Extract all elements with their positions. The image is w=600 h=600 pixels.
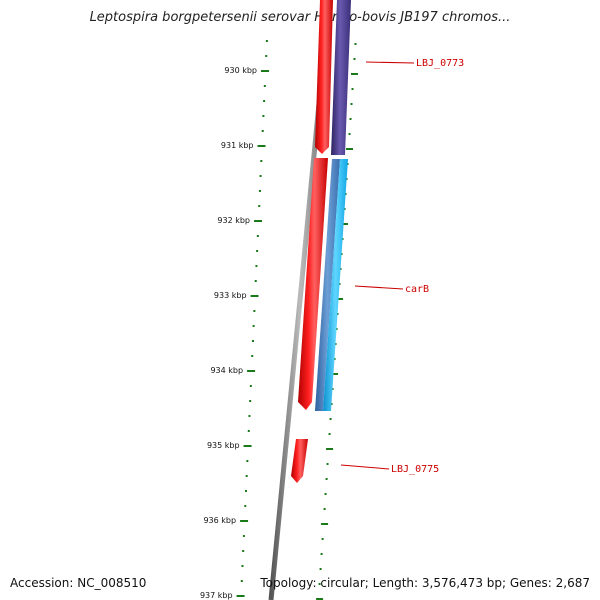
kbp-tick-label: 935 kbp — [207, 441, 240, 450]
gene-label-carb[interactable]: carB — [405, 284, 429, 295]
gene-label-lbj0775[interactable]: LBJ_0775 — [391, 464, 439, 475]
feature-lbj0775-forward-cds[interactable] — [291, 439, 308, 483]
kbp-tick-label: 930 kbp — [224, 66, 257, 75]
kbp-tick-label: 936 kbp — [203, 516, 236, 525]
leader-carb — [354, 285, 404, 290]
gene-label-lbj0773[interactable]: LBJ_0773 — [416, 58, 464, 69]
kbp-tick-label: 932 kbp — [217, 216, 250, 225]
kbp-tick-label: 937 kbp — [200, 591, 233, 600]
feature-lbj0773-forward-cds[interactable] — [315, 0, 333, 154]
feature-carb-cds[interactable] — [323, 159, 348, 411]
kbp-tick-marks-left — [236, 40, 269, 597]
feature-carb-forward-cds[interactable] — [298, 158, 328, 410]
gene-label-leaders — [340, 61, 415, 470]
leader-lbj0773 — [365, 61, 415, 64]
kbp-tick-label: 933 kbp — [214, 291, 247, 300]
feature-carb-gene[interactable] — [315, 159, 340, 411]
map-title: Leptospira borgpetersenii serovar Hardjo… — [89, 10, 511, 25]
kbp-tick-labels: 930 kbp 931 kbp 932 kbp 933 kbp 934 kbp 935 k… — [200, 66, 257, 600]
kbp-tick-label: 934 kbp — [210, 366, 243, 375]
topology-text: Topology: circular; Length: 3,576,473 bp… — [260, 576, 590, 590]
gene-features — [291, 0, 351, 483]
feature-lbj0773-gene[interactable] — [331, 0, 351, 155]
leader-lbj0775 — [340, 464, 390, 470]
kbp-tick-label: 931 kbp — [221, 141, 254, 150]
accession-text: Accession: NC_008510 — [10, 576, 147, 590]
